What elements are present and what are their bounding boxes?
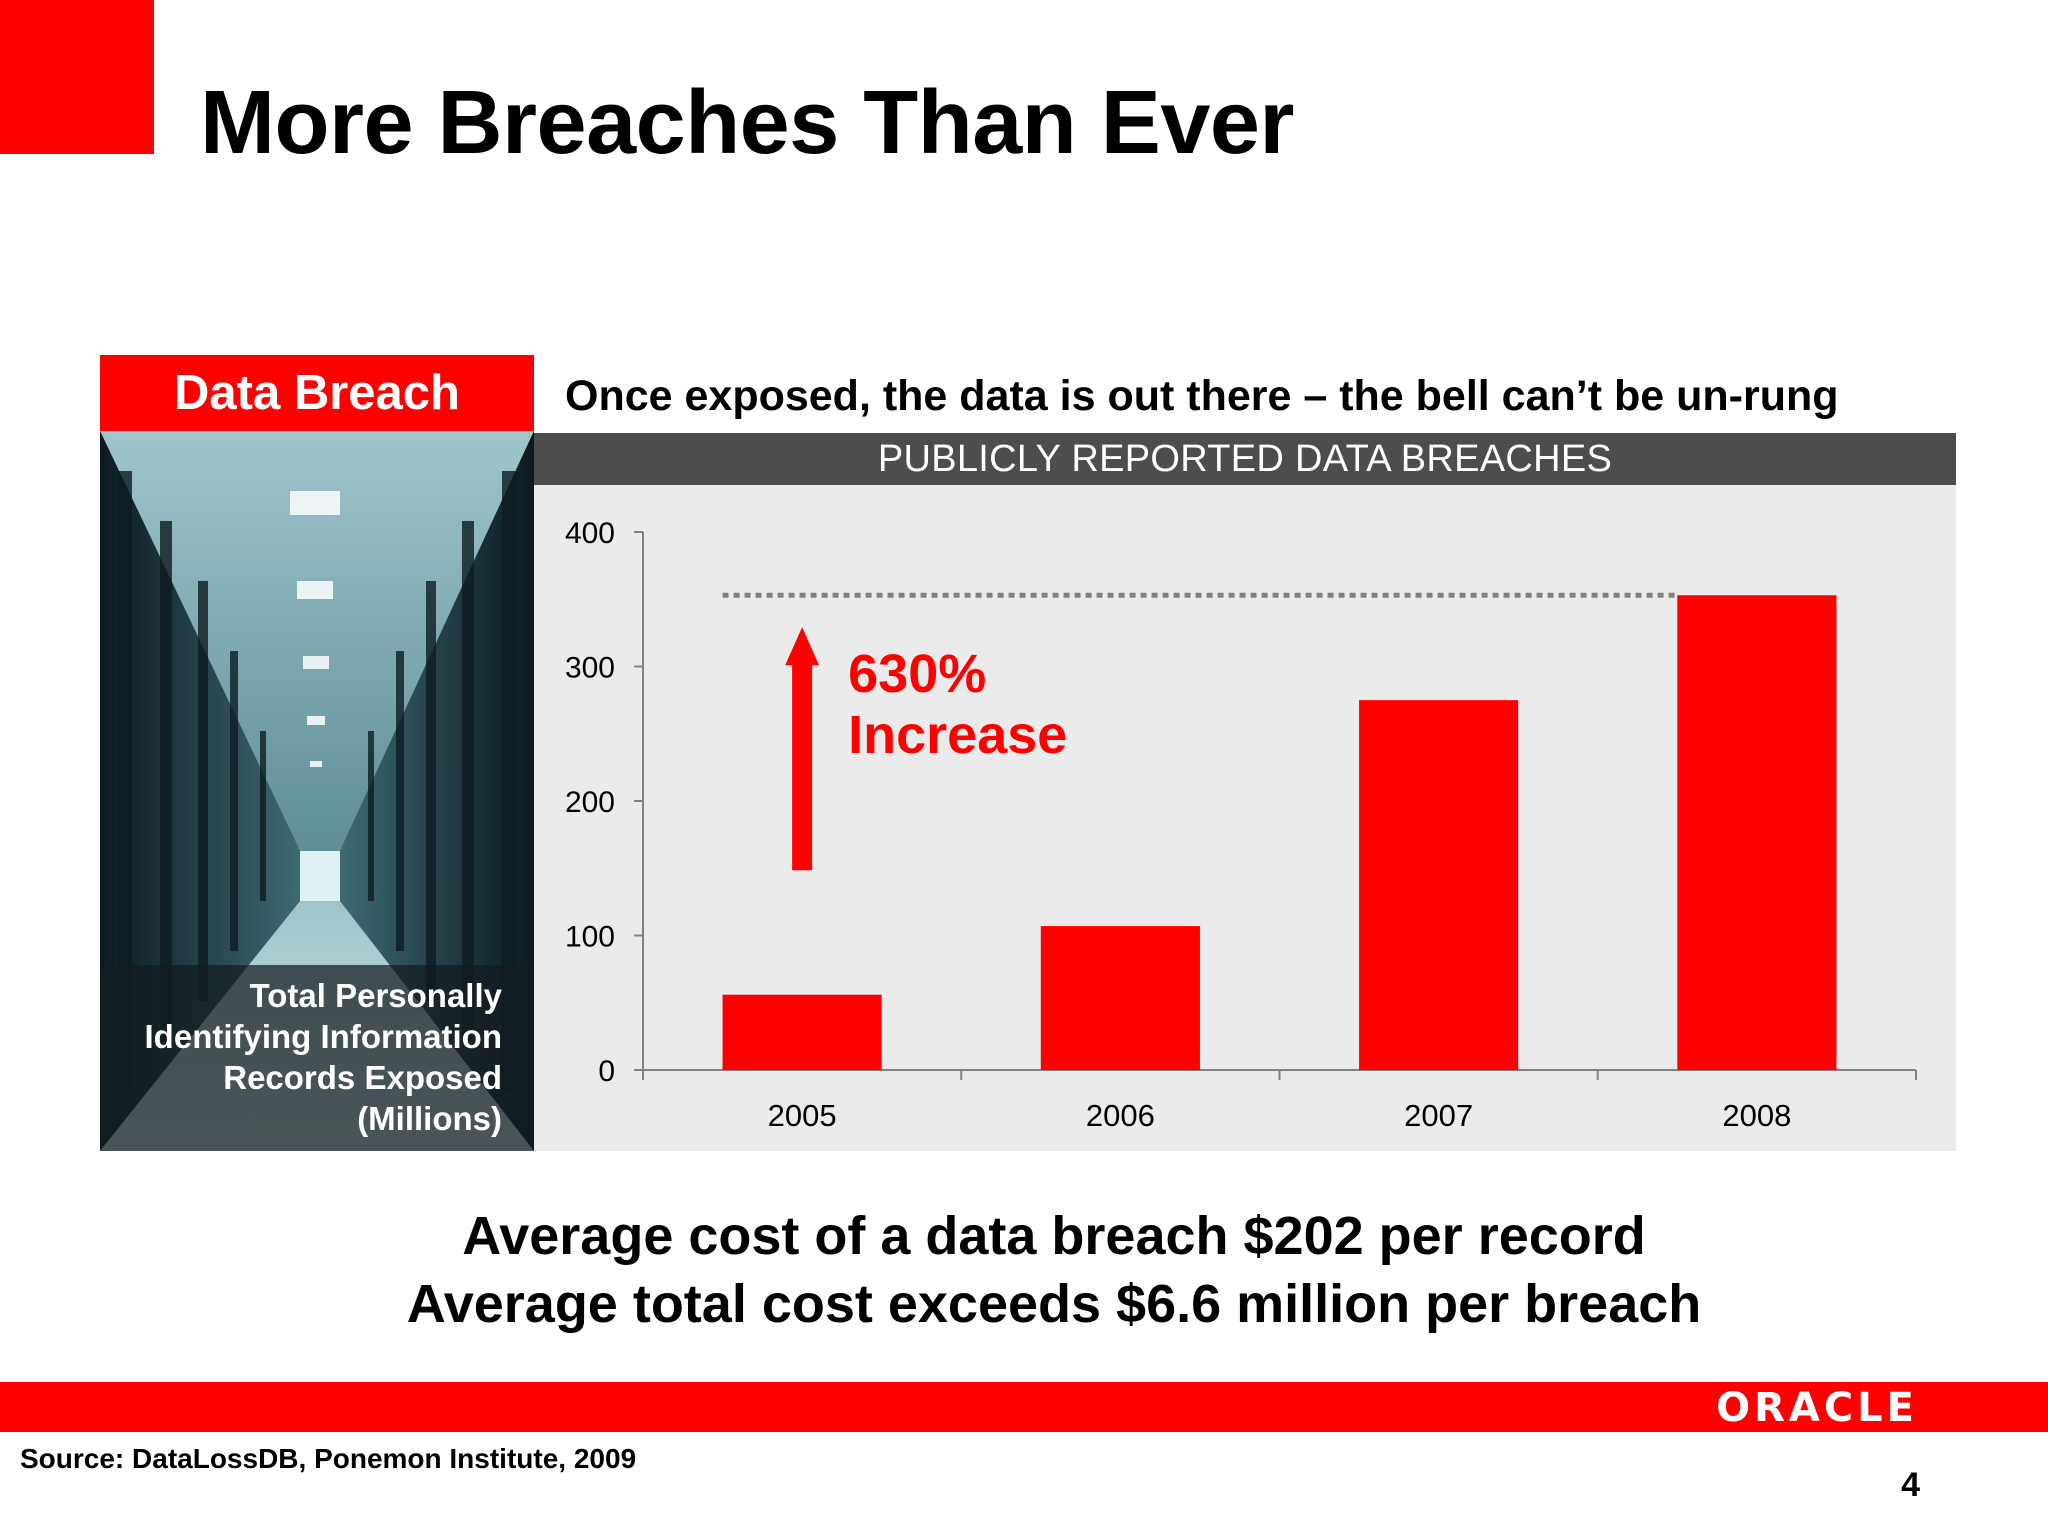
annotation-label: Increase bbox=[848, 705, 1067, 765]
x-tick-label: 2008 bbox=[1722, 1098, 1791, 1133]
annotation-percent: 630% bbox=[848, 644, 986, 704]
slide-title: More Breaches Than Ever bbox=[200, 73, 1294, 173]
bar-chart: 0 100 200 300 400 2005 2006 2007 2008 630%Increas… bbox=[565, 517, 1917, 1133]
y-tick-label: 400 bbox=[565, 517, 615, 550]
photo-caption-overlay: Total Personally Identifying Information… bbox=[100, 965, 534, 1151]
slide-subtitle: Once exposed, the data is out there – th… bbox=[565, 372, 1839, 420]
corner-accent-square bbox=[0, 0, 154, 154]
x-tick-label: 2007 bbox=[1404, 1098, 1473, 1133]
y-tick-label: 100 bbox=[565, 921, 615, 954]
photo-caption-text: Total Personally Identifying Information… bbox=[144, 977, 502, 1137]
x-tick-label: 2006 bbox=[1086, 1098, 1155, 1133]
server-corridor-image bbox=[100, 431, 534, 1151]
y-tick-label: 0 bbox=[598, 1055, 615, 1088]
bar-2008 bbox=[1677, 595, 1837, 1070]
footer-red-bar bbox=[0, 1382, 2048, 1432]
cost-per-record-text: Average cost of a data breach $202 per r… bbox=[462, 1206, 1646, 1266]
oracle-logo: ORACLE bbox=[1716, 1385, 1918, 1431]
chart-area: 0 100 200 300 400 2005 2006 2007 2008 630% Increas… bbox=[534, 485, 1956, 1151]
bar-2005 bbox=[722, 994, 882, 1070]
increase-arrow-icon bbox=[785, 627, 820, 871]
page-number: 4 bbox=[1901, 1466, 1920, 1504]
chart-title: PUBLICLY REPORTED DATA BREACHES bbox=[534, 433, 1956, 485]
bar-2006 bbox=[1040, 926, 1200, 1070]
bar-2007 bbox=[1359, 700, 1519, 1070]
panel-header: Data Breach bbox=[100, 355, 534, 431]
y-tick-label: 200 bbox=[565, 786, 615, 819]
cost-per-breach-text: Average total cost exceeds $6.6 million … bbox=[406, 1274, 1702, 1334]
datacenter-photo: Total Personally Identifying Information… bbox=[100, 431, 534, 1151]
x-tick-label: 2005 bbox=[768, 1098, 837, 1133]
y-tick-label: 300 bbox=[565, 652, 615, 685]
source-citation: Source: DataLossDB, Ponemon Institute, 2… bbox=[20, 1443, 637, 1474]
